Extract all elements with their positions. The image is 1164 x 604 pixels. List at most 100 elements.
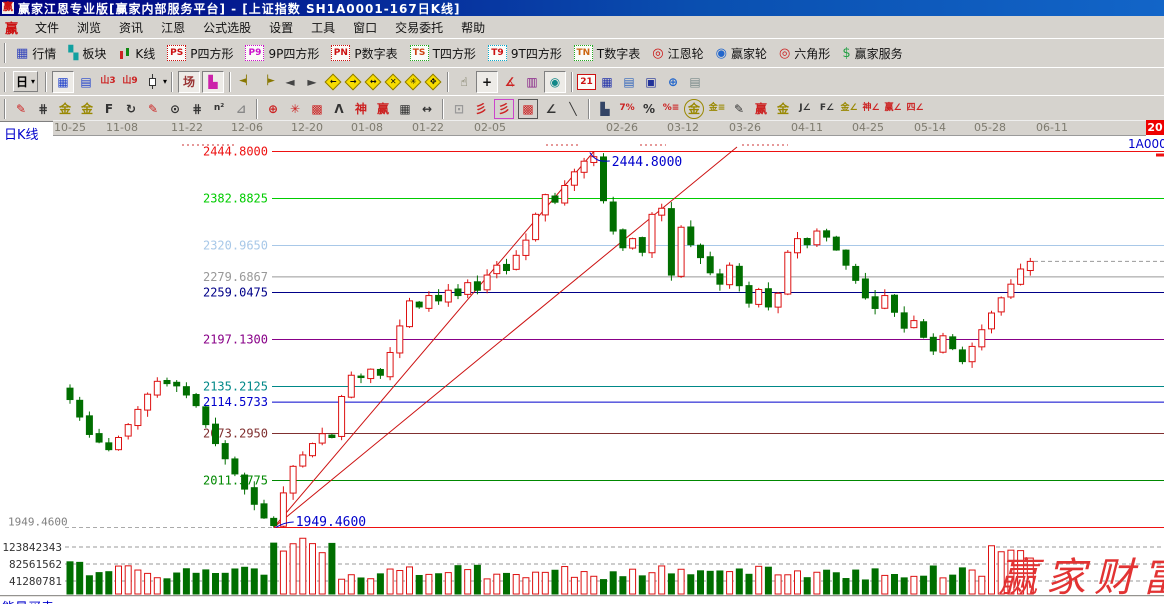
print-icon[interactable]: ▤ <box>689 74 701 89</box>
winner-wheel-button[interactable]: ◉ 赢家轮 <box>710 43 773 64</box>
angle-measure-icon[interactable]: ⊿ <box>235 101 247 116</box>
percent-icon[interactable]: % <box>642 101 656 116</box>
t-square-button[interactable]: TS T四方形 <box>404 43 482 64</box>
gann-compass-icon[interactable]: ⊕ <box>267 101 279 116</box>
gann-arrow-move-icon[interactable]: ✥ <box>424 73 442 90</box>
seven-percent-icon[interactable]: 7% <box>619 103 635 113</box>
ruler-pencil-icon[interactable]: ✎ <box>147 101 159 116</box>
fan-lines-icon[interactable]: 彡 <box>474 101 487 116</box>
calendar-icon[interactable]: 21 <box>577 73 597 90</box>
gann-grid-icon[interactable]: ⋕ <box>37 101 49 116</box>
save-icon[interactable]: ▣ <box>645 74 657 89</box>
kline-chart[interactable]: 123842343 82561562 41280781 2444.8000 2382.8… <box>0 134 1164 604</box>
shen-tool-icon[interactable]: 神 <box>354 101 367 116</box>
smart-analysis-icon[interactable]: ◉ <box>544 70 567 93</box>
period-selector[interactable]: 日 ▾ <box>13 71 39 92</box>
nine-p-square-button[interactable]: P9 9P四方形 <box>239 43 325 64</box>
menu-item-2[interactable]: 浏览 <box>77 20 102 35</box>
year-badge: 20 <box>1146 120 1164 135</box>
square-number-icon[interactable]: n² <box>213 103 225 113</box>
date-axis[interactable]: 10-25 11-08 11-22 12-06 12-20 01-08 01-22 02-05… <box>53 120 1146 136</box>
winner-service-button[interactable]: $ 赢家服务 <box>836 43 908 64</box>
fan-box-icon[interactable]: 彡 <box>494 98 514 119</box>
grid-box-icon[interactable]: ▦ <box>399 101 411 116</box>
fibonacci-grid-icon[interactable]: F <box>104 101 114 116</box>
trend-line-icon[interactable]: ╲ <box>569 101 577 116</box>
gann-arrow-both-icon[interactable]: ↔ <box>364 73 382 90</box>
t-digit-table-button[interactable]: TN T数字表 <box>568 43 646 64</box>
gann-arrow-cross-icon[interactable]: ✕ <box>384 73 402 90</box>
p-square-button[interactable]: PS P四方形 <box>161 43 239 64</box>
star-rays-icon[interactable]: ✳ <box>289 101 301 116</box>
measure-pencil-icon[interactable]: ✎ <box>733 101 745 116</box>
p-digit-table-button[interactable]: PN P数字表 <box>325 43 403 64</box>
angle-tool-icon[interactable]: ∡ <box>504 74 516 89</box>
volume-panel-label[interactable]: 能量买卖 <box>2 597 1164 604</box>
f-angle-icon[interactable]: F∠ <box>819 103 835 113</box>
network-icon[interactable]: ⊕ <box>668 74 679 89</box>
percent-lines-icon[interactable]: %≡ <box>662 103 680 113</box>
quotes-button[interactable]: ▦ 行情 <box>10 43 62 64</box>
candle-style-selector[interactable] <box>142 72 162 92</box>
first-bar-icon[interactable]: ◄▏ <box>239 76 253 86</box>
market-view-icon[interactable]: 场 <box>178 70 201 93</box>
info-panel-icon[interactable]: ▤ <box>80 74 92 89</box>
gann-wheel-button[interactable]: ◎ 江恩轮 <box>646 43 709 64</box>
golden-angle-icon[interactable]: 金 <box>776 101 789 116</box>
spider-web-icon[interactable]: ▩ <box>311 101 323 116</box>
notepad-icon[interactable]: ▤ <box>623 74 635 89</box>
hand-tool-icon[interactable]: ☝ <box>460 74 468 89</box>
ying-tool-icon[interactable]: 赢 <box>376 101 389 116</box>
p-square-button-label: P四方形 <box>190 46 234 61</box>
sectors-button[interactable]: ▚ 板块 <box>62 43 112 64</box>
price-grid-icon[interactable]: ⋕ <box>191 101 203 116</box>
menu-item-1[interactable]: 文件 <box>35 20 60 35</box>
wave-mark-icon[interactable]: Λ <box>334 101 344 116</box>
ying-angle-icon[interactable]: 赢∠ <box>884 103 902 113</box>
golden-circle-icon[interactable]: 金 <box>684 98 704 119</box>
golden-grid-icon[interactable]: 金 <box>58 101 71 116</box>
gann-arrow-left-icon[interactable]: ← <box>324 73 342 90</box>
golden-lines-icon[interactable]: 金≡ <box>708 103 726 113</box>
golden-grid2-icon[interactable]: 金 <box>80 101 93 116</box>
hexagon-button[interactable]: ◎ 六角形 <box>773 43 836 64</box>
box-select-icon[interactable]: ⊡ <box>453 101 465 116</box>
angle-lines-icon[interactable]: ∠ <box>545 101 557 116</box>
menu-item-3[interactable]: 资讯 <box>119 20 144 35</box>
menu-item-5[interactable]: 公式选股 <box>203 20 252 35</box>
crosshair-tool-icon[interactable]: + <box>476 70 499 93</box>
volume-profile-icon[interactable]: ▙ <box>600 101 610 116</box>
three-line-chart-icon[interactable]: 山3 <box>100 76 116 86</box>
histogram-icon[interactable]: ▙ <box>202 70 225 93</box>
pencil-tool-icon[interactable]: ✎ <box>15 101 27 116</box>
four-angle-icon[interactable]: 四∠ <box>906 103 924 113</box>
menu-item-6[interactable]: 设置 <box>269 20 294 35</box>
time-circle-icon[interactable]: ⊙ <box>169 101 181 116</box>
next-bar-icon[interactable]: ► <box>307 74 317 89</box>
ying-wave-icon[interactable]: 赢 <box>754 101 767 116</box>
kline-button[interactable]: K线 <box>112 43 161 64</box>
menu-item-8[interactable]: 窗口 <box>353 20 378 35</box>
menu-item-10[interactable]: 帮助 <box>461 20 486 35</box>
nine-line-chart-icon[interactable]: 山9 <box>122 76 138 86</box>
calculator-icon[interactable]: ▦ <box>601 74 613 89</box>
spiral-icon[interactable]: ↻ <box>125 101 137 116</box>
window-split-icon[interactable]: ▦ <box>52 70 75 93</box>
gann-arrow-right-icon[interactable]: → <box>344 73 362 90</box>
gann-arrow-star-icon[interactable]: ✳ <box>404 73 422 90</box>
title-bar[interactable]: 赢 赢家江恩专业版[赢家内部服务平台] - [上证指数 SH1A0001-167… <box>0 0 1164 16</box>
grid-window-icon[interactable]: ▥ <box>526 74 538 89</box>
shen-angle-icon[interactable]: 神∠ <box>862 103 880 113</box>
date-tick: 02-26 <box>606 121 638 134</box>
menu-item-7[interactable]: 工具 <box>311 20 336 35</box>
menu-item-4[interactable]: 江恩 <box>161 20 186 35</box>
j-angle-icon[interactable]: J∠ <box>799 103 811 113</box>
last-bar-icon[interactable]: ▕► <box>261 76 275 86</box>
menu-item-9[interactable]: 交易委托 <box>395 20 444 35</box>
nine-t-square-button[interactable]: T9 9T四方形 <box>482 43 568 64</box>
prev-bar-icon[interactable]: ◄ <box>285 74 295 89</box>
width-measure-icon[interactable]: ↔ <box>421 101 433 116</box>
golden-angle2-icon[interactable]: 金∠ <box>840 103 858 113</box>
web-box-icon[interactable]: ▩ <box>518 98 538 119</box>
svg-text:2444.8000: 2444.8000 <box>203 145 268 159</box>
